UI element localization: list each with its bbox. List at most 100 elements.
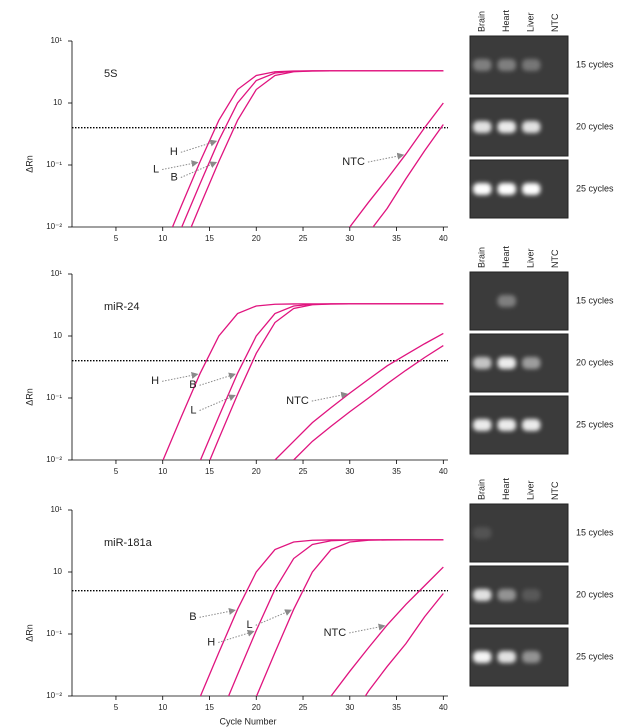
x-tick-label: 35 <box>392 234 401 243</box>
x-tick-label: 5 <box>114 703 119 712</box>
annotation-arrow <box>181 141 216 152</box>
y-tick-label: 10 <box>53 98 62 107</box>
lane-label: Liver <box>526 480 536 500</box>
x-tick-label: 10 <box>158 703 167 712</box>
gel-band <box>473 183 492 195</box>
lane-label: Brain <box>477 11 487 32</box>
lane-label: NTC <box>550 249 560 268</box>
gel-band <box>522 357 541 369</box>
lane-label: NTC <box>550 481 560 500</box>
gel-band <box>522 651 541 663</box>
lane-label: Heart <box>501 477 511 500</box>
y-tick-label: 10⁻¹ <box>46 393 62 402</box>
x-axis-label: Cycle Number <box>219 716 276 726</box>
x-tick-label: 30 <box>345 467 354 476</box>
gel-band <box>473 651 492 663</box>
gel-band <box>498 183 517 195</box>
row-label: 25 cycles <box>576 419 614 429</box>
amplification-curve <box>163 71 444 296</box>
series-label: B <box>189 611 196 623</box>
series-label: L <box>190 404 196 416</box>
gel-band <box>498 589 517 601</box>
gel-band <box>473 527 492 539</box>
annotation-arrow <box>200 374 235 385</box>
x-tick-label: 30 <box>345 703 354 712</box>
gel-band <box>473 357 492 369</box>
gel-band <box>522 183 541 195</box>
plot-area <box>181 540 443 728</box>
series-label: L <box>247 619 253 631</box>
lane-label: NTC <box>550 13 560 32</box>
gel-band <box>522 59 541 71</box>
series-label: H <box>170 146 178 158</box>
series-label: NTC <box>342 156 365 168</box>
gel-band <box>473 419 492 431</box>
annotation-arrow <box>349 626 384 633</box>
gel-band <box>473 121 492 133</box>
annotation-arrow <box>368 155 403 162</box>
amplification-curve <box>331 567 443 696</box>
y-tick-label: 10¹ <box>50 269 62 278</box>
x-tick-label: 25 <box>299 467 308 476</box>
amplification-curve <box>350 594 444 721</box>
lane-label: Brain <box>477 479 487 500</box>
x-tick-label: 10 <box>158 234 167 243</box>
x-tick-label: 5 <box>114 467 119 476</box>
lane-label: Heart <box>501 9 511 32</box>
amplification-curve <box>294 346 444 460</box>
series-label: B <box>171 171 178 183</box>
gel-band <box>498 59 517 71</box>
x-tick-label: 35 <box>392 467 401 476</box>
series-label: H <box>207 636 215 648</box>
gel-band <box>522 419 541 431</box>
y-tick-label: 10⁻¹ <box>46 629 62 638</box>
gel-band <box>498 357 517 369</box>
chart-title: miR-24 <box>104 301 139 313</box>
y-tick-label: 10⁻² <box>46 455 62 464</box>
x-tick-label: 35 <box>392 703 401 712</box>
row-label: 20 cycles <box>576 357 614 367</box>
x-tick-label: 40 <box>439 703 448 712</box>
lane-label: Liver <box>526 248 536 268</box>
amplification-curve <box>181 540 443 728</box>
row-label: 15 cycles <box>576 295 614 305</box>
amplification-curve <box>200 540 443 728</box>
row-label: 15 cycles <box>576 527 614 537</box>
annotation-arrow <box>200 396 235 411</box>
plot-area <box>163 71 444 296</box>
x-tick-label: 20 <box>252 467 261 476</box>
x-tick-label: 15 <box>205 703 214 712</box>
annotation-arrow <box>256 610 291 625</box>
gel-band <box>498 121 517 133</box>
x-tick-label: 40 <box>439 467 448 476</box>
series-label: H <box>151 375 159 387</box>
row-label: 20 cycles <box>576 589 614 599</box>
series-label: L <box>153 163 159 175</box>
series-label: NTC <box>286 395 309 407</box>
x-tick-label: 25 <box>299 703 308 712</box>
row-label: 25 cycles <box>576 651 614 661</box>
y-axis-label: ΔRn <box>24 624 34 642</box>
x-tick-label: 20 <box>252 234 261 243</box>
chart-title: 5S <box>104 68 117 80</box>
gel-band <box>498 419 517 431</box>
annotation-arrow <box>200 610 235 617</box>
x-tick-label: 15 <box>205 234 214 243</box>
x-tick-label: 30 <box>345 234 354 243</box>
y-tick-label: 10 <box>53 567 62 576</box>
x-tick-label: 25 <box>299 234 308 243</box>
row-label: 25 cycles <box>576 183 614 193</box>
y-tick-label: 10⁻² <box>46 222 62 231</box>
lane-label: Heart <box>501 245 511 268</box>
series-label: NTC <box>324 627 347 639</box>
amplification-curve <box>163 304 444 573</box>
amplification-curve <box>163 304 444 461</box>
amplification-curve <box>331 103 443 252</box>
x-tick-label: 10 <box>158 467 167 476</box>
row-label: 15 cycles <box>576 59 614 69</box>
y-tick-label: 10¹ <box>50 505 62 514</box>
y-tick-label: 10⁻² <box>46 691 62 700</box>
